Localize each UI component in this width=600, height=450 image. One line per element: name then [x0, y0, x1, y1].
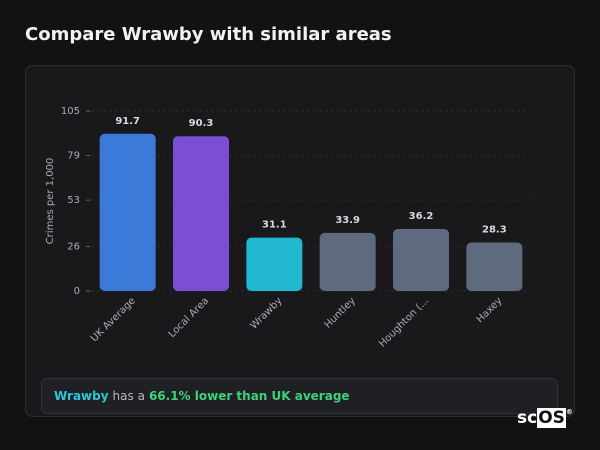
y-tick-label: 105	[61, 106, 80, 117]
page-title: Compare Wrawby with similar areas	[25, 24, 392, 45]
y-tick-label: 0	[74, 286, 80, 297]
x-tick-label: Houghton (...	[377, 295, 431, 349]
logo-text: sc	[517, 408, 538, 428]
value-label: 90.3	[189, 118, 214, 129]
bar	[319, 232, 376, 291]
logo-box: OS	[537, 408, 566, 428]
value-label: 33.9	[335, 215, 360, 226]
y-tick-label: 53	[67, 195, 80, 206]
value-label: 28.3	[482, 224, 507, 235]
value-label: 91.7	[115, 116, 140, 127]
bar	[99, 133, 156, 291]
y-tick-label: 79	[67, 151, 80, 162]
x-tick-label: Huntley	[323, 295, 358, 330]
summary-box: Wrawby has a 66.1% lower than UK average	[41, 378, 558, 414]
x-tick-label: Wrawby	[248, 295, 284, 331]
summary-area: Wrawby	[54, 389, 109, 403]
summary-text: has a	[112, 389, 145, 403]
x-tick-label: Haxey	[475, 295, 505, 325]
value-label: 36.2	[409, 211, 434, 222]
bar	[466, 242, 523, 291]
x-tick-label: UK Average	[89, 295, 138, 344]
logo-mark: ®	[565, 408, 573, 416]
bar	[246, 237, 303, 291]
x-tick-label: Local Area	[167, 295, 212, 340]
bar	[393, 228, 449, 291]
summary-highlight: 66.1% lower than UK average	[148, 389, 350, 403]
value-label: 31.1	[262, 220, 287, 231]
bar	[173, 136, 229, 291]
y-axis-label: Crimes per 1,000	[45, 158, 56, 245]
logo: scOS®	[517, 408, 573, 428]
y-tick-label: 26	[67, 241, 80, 252]
